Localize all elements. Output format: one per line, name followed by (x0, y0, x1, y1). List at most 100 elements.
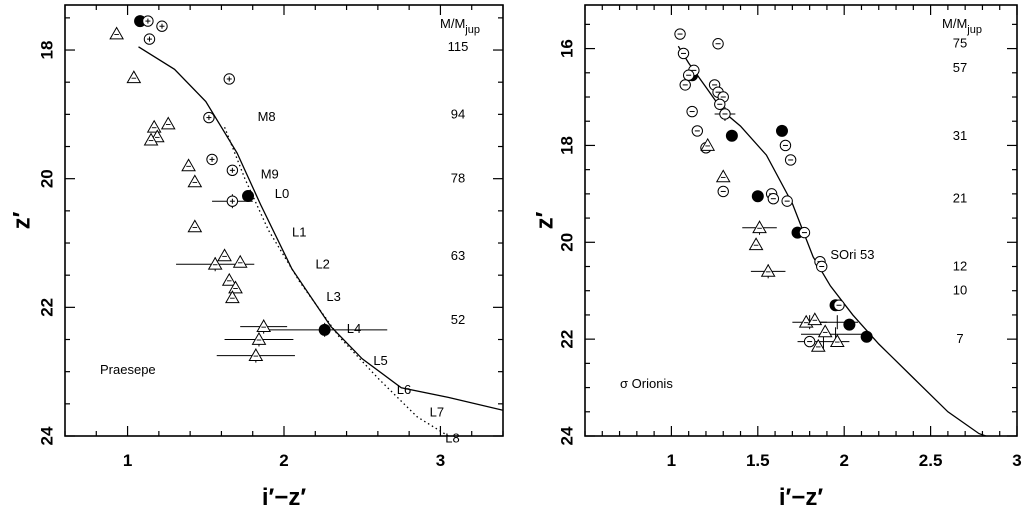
x-tick-label: 3 (436, 451, 445, 470)
y-tick-label: 16 (558, 39, 577, 58)
model-track-solid (138, 46, 503, 411)
marker-triangle (807, 312, 823, 326)
marker-triangle (232, 254, 248, 268)
mass-header: M/Mjup (440, 16, 480, 36)
data-point-filled-circle (860, 330, 873, 343)
plot-frame (584, 4, 1018, 437)
data-point-circle-plus (206, 153, 218, 166)
y-tick-label: 18 (38, 41, 57, 60)
spectral-type-label: L8 (445, 430, 459, 445)
mass-label: 21 (953, 191, 967, 206)
data-point-filled-circle (725, 129, 738, 142)
data-point-circle-minus (674, 28, 686, 40)
data-point-circle-minus (682, 69, 695, 81)
x-tick-label: 1 (667, 451, 676, 470)
data-point-triangle (810, 338, 826, 352)
data-point-triangle (109, 26, 124, 40)
data-point-triangle (817, 324, 833, 338)
mass-label: 52 (451, 312, 465, 327)
data-point-triangle (143, 132, 159, 146)
spectral-type-label: L0 (275, 186, 289, 201)
spectral-type-label: L2 (315, 257, 329, 272)
data-point-circle-plus (203, 111, 215, 124)
data-point-triangle (232, 254, 248, 268)
marker-triangle (217, 248, 232, 262)
data-point-circle-minus (679, 79, 691, 91)
mass-header-text: M/M (942, 16, 967, 31)
y-tick-label: 24 (38, 426, 57, 445)
marker-triangle (181, 158, 196, 172)
data-point-filled-circle (242, 190, 255, 203)
data-point-triangle (256, 319, 272, 333)
mass-label: 115 (448, 39, 469, 54)
x-tick-label: 3 (1012, 451, 1021, 470)
mass-label: 57 (953, 60, 967, 75)
data-point-triangle (251, 331, 267, 345)
data-point-triangle (700, 137, 716, 151)
spectral-type-label: L7 (430, 405, 444, 420)
data-point-triangle (126, 70, 142, 84)
data-point-triangle (187, 174, 203, 188)
spectral-type-label: L1 (292, 225, 306, 240)
data-point-circle-minus (691, 125, 704, 137)
data-point-triangle (248, 348, 264, 361)
spectral-type-label: L6 (397, 382, 411, 397)
data-point-circle-minus (781, 195, 793, 207)
mass-header-sub: jup (464, 24, 480, 36)
marker-triangle (160, 116, 176, 130)
data-point-circle-plus (142, 15, 154, 27)
spectral-type-label: M9 (261, 167, 279, 182)
spectral-type-label: L5 (373, 353, 387, 368)
marker-triangle (143, 132, 159, 146)
data-point-triangle (748, 237, 764, 251)
data-point-circle-minus (784, 154, 797, 166)
data-point-triangle (760, 263, 776, 277)
data-point-circle-plus (226, 164, 239, 177)
marker-triangle (207, 256, 223, 270)
mass-header-text: M/M (440, 16, 465, 31)
data-point-triangle (225, 290, 240, 304)
marker-triangle (187, 219, 203, 233)
data-point-triangle (715, 169, 731, 183)
data-point-triangle (160, 116, 176, 130)
data-point-triangle (207, 256, 223, 270)
marker-triangle (700, 137, 716, 151)
mass-label: 78 (451, 171, 465, 186)
data-point-circle-plus (143, 33, 156, 45)
cluster-annotation: Praesepe (100, 362, 156, 377)
y-tick-label: 24 (558, 426, 577, 445)
marker-triangle (187, 174, 203, 188)
marker-triangle (752, 220, 767, 234)
data-point-circle-minus (798, 226, 811, 239)
data-point-circle-minus (717, 185, 729, 198)
y-tick-label: 22 (558, 330, 577, 349)
chart-panel-sigma-orionis: 1 1.5 2 2.5 3 16 18 20 22 24 i′−z′ z′ SOri 53 σ Orion… (532, 4, 1022, 511)
marker-triangle (829, 334, 845, 347)
data-point-circle-minus (779, 139, 792, 152)
marker-triangle (748, 237, 764, 251)
chart-panel-praesepe: 1 2 3 18 20 22 24 i′−z′ z′ M8 M9 L0 L1 L2 L3 L4 L5 L6 L7L8… (9, 4, 504, 511)
data-point-circle-minus (719, 108, 731, 120)
marker-triangle (256, 319, 272, 333)
marker-triangle (251, 331, 267, 345)
data-point-triangle (187, 219, 203, 233)
spectral-type-label: L4 (347, 321, 361, 336)
x-tick-label: 1 (123, 451, 132, 470)
y-tick-label: 18 (558, 136, 577, 155)
data-point-circle-minus (803, 335, 816, 348)
mass-label: 75 (953, 36, 967, 51)
marker-triangle (126, 70, 142, 84)
data-point-triangle (217, 248, 232, 262)
marker-triangle (146, 119, 162, 133)
data-point-triangle (221, 272, 237, 286)
y-axis-label: z′ (532, 211, 559, 229)
plot-area (109, 15, 503, 436)
x-tick-label: 2 (839, 451, 848, 470)
marker-triangle (715, 169, 731, 183)
mass-label: 31 (953, 128, 967, 143)
model-track-solid (677, 45, 988, 436)
mass-label: 10 (953, 283, 967, 298)
spectral-type-label: M8 (258, 109, 276, 124)
data-point-filled-circle (843, 318, 856, 331)
